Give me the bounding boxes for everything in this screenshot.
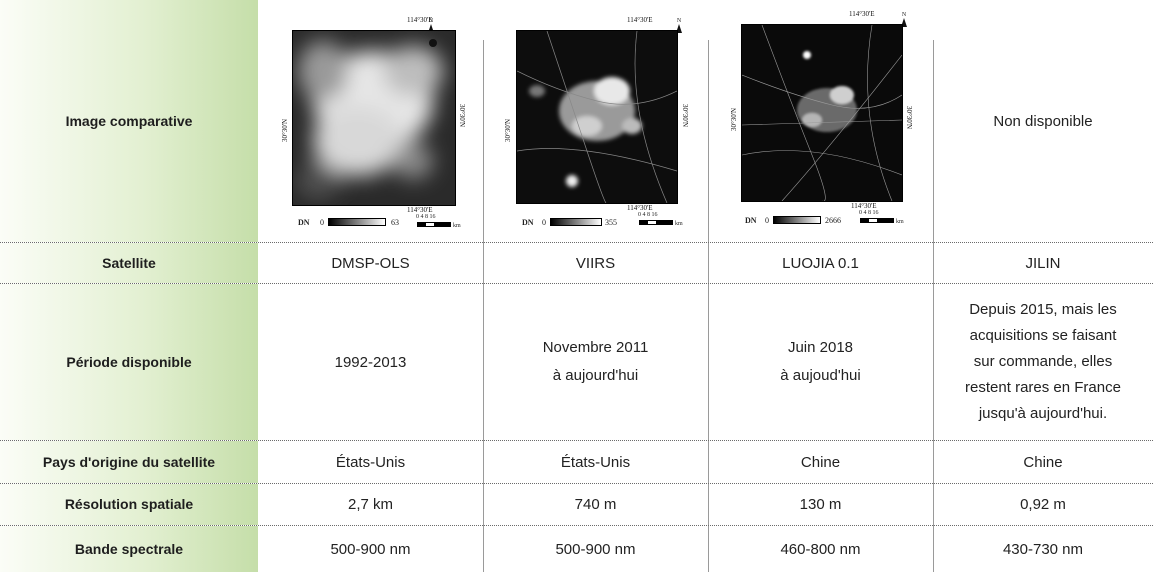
north-arrow-icon: N [674,18,684,33]
dn-min: 0 [765,216,769,225]
row-header: Bande spectrale [0,526,258,572]
table-cell: 740 m [574,496,617,513]
scale-unit: km [675,221,683,227]
cell-line: jusqu'à aujourd'hui. [978,405,1108,422]
table-cell: VIIRS [575,254,616,272]
viirs-night-light-map: 114°30'E N [500,14,695,232]
north-arrow-icon: N [899,12,909,27]
dn-min: 0 [542,218,546,227]
map-coord-bottom: 114°30'E [407,206,433,214]
row-header: Image comparative [0,0,258,242]
map-coord-right: 30°30'N [681,104,689,128]
table-cell: 500-900 nm [330,540,411,558]
column-divider [933,40,934,572]
row-image-comparative: Image comparative 114°30'E N [0,0,1153,243]
dn-gradient-bar [773,216,821,224]
scale-unit: km [453,223,461,229]
dn-gradient-bar [550,218,602,226]
table-cell: 130 m [799,496,842,513]
column-divider [483,40,484,572]
dn-label: DN [522,218,534,227]
table-cell: 460-800 nm [780,540,861,558]
scale-unit: km [896,219,904,225]
row-header: Période disponible [0,284,258,440]
cell-line: Depuis 2015, mais les [969,301,1117,318]
scale-ticks: 0 4 8 16 [859,210,879,216]
table-cell: JILIN [1025,254,1061,272]
map-image [516,30,678,204]
dn-min: 0 [320,218,324,227]
scale-bar [417,222,451,227]
column-divider [708,40,709,572]
row-bande-spectrale: Bande spectrale 500-900 nm 500-900 nm 46… [0,526,1153,572]
map-image [741,24,903,202]
table-cell: 0,92 m [1020,496,1066,513]
map-coord-top: 114°30'E [849,10,875,18]
table-cell: DMSP-OLS [331,254,410,272]
table-cell: États-Unis [560,453,631,471]
map-coord-top: 114°30'E [407,16,433,24]
cell-line: acquisitions se faisant [969,327,1117,344]
row-header: Résolution spatiale [0,484,258,525]
row-pays-origine: Pays d'origine du satellite États-Unis É… [0,441,1153,484]
map-coord-right: 30°30'N [458,104,466,128]
table-cell: 1992-2013 [258,284,483,440]
map-coord-bottom: 114°30'E [627,204,653,212]
cell-line: 1992-2013 [334,353,407,371]
row-header: Satellite [0,243,258,283]
table-cell: Depuis 2015, mais les acquisitions se fa… [933,284,1153,440]
table-cell: LUOJIA 0.1 [782,254,859,272]
map-coord-left: 30°30'N [281,118,289,142]
jilin-image-cell: Non disponible [993,112,1093,130]
cell-line: à aujoud'hui [780,367,861,384]
map-coord-bottom: 114°30'E [851,202,877,210]
map-image [292,30,456,206]
table-cell: Chine [800,453,841,471]
north-arrow-icon: N [426,18,436,33]
map-coord-left: 30°30'N [504,118,512,142]
dn-label: DN [298,218,310,227]
dn-max: 2666 [825,216,841,225]
cell-line: restent rares en France [965,379,1121,396]
scale-bar [639,220,673,225]
table-cell: 2,7 km [347,496,393,513]
table-cell: États-Unis [335,453,406,471]
scale-ticks: 0 4 8 16 [416,214,436,220]
cell-line: Juin 2018 [787,339,854,356]
dn-max: 355 [605,218,617,227]
table-cell: Novembre 2011 à aujourd'hui [483,284,708,440]
row-satellite: Satellite DMSP-OLS VIIRS LUOJIA 0.1 JILI… [0,243,1153,284]
table-cell: Juin 2018 à aujoud'hui [708,284,933,440]
cell-line: Novembre 2011 [542,339,649,356]
scale-ticks: 0 4 8 16 [638,212,658,218]
luojia-night-light-map: 114°30'E N [727,6,922,230]
map-coord-right: 30°30'N [905,106,913,130]
row-periode: Période disponible 1992-2013 Novembre 20… [0,284,1153,441]
cell-line: à aujourd'hui [552,367,639,384]
dmsp-night-light-map: 114°30'E N 30°30'N [278,14,473,232]
dn-max: 63 [391,218,399,227]
table-cell: Chine [1023,453,1063,471]
map-coord-left: 30°30'N [730,107,738,131]
table-cell: 500-900 nm [555,540,636,558]
map-coord-top: 114°30'E [627,16,653,24]
cell-line: sur commande, elles [973,353,1113,370]
row-resolution: Résolution spatiale 2,7 km 740 m 130 m 0… [0,484,1153,526]
dn-gradient-bar [328,218,386,226]
dn-label: DN [745,216,757,225]
scale-bar [860,218,894,223]
row-header: Pays d'origine du satellite [0,441,258,483]
table-cell: 430-730 nm [1002,540,1084,558]
